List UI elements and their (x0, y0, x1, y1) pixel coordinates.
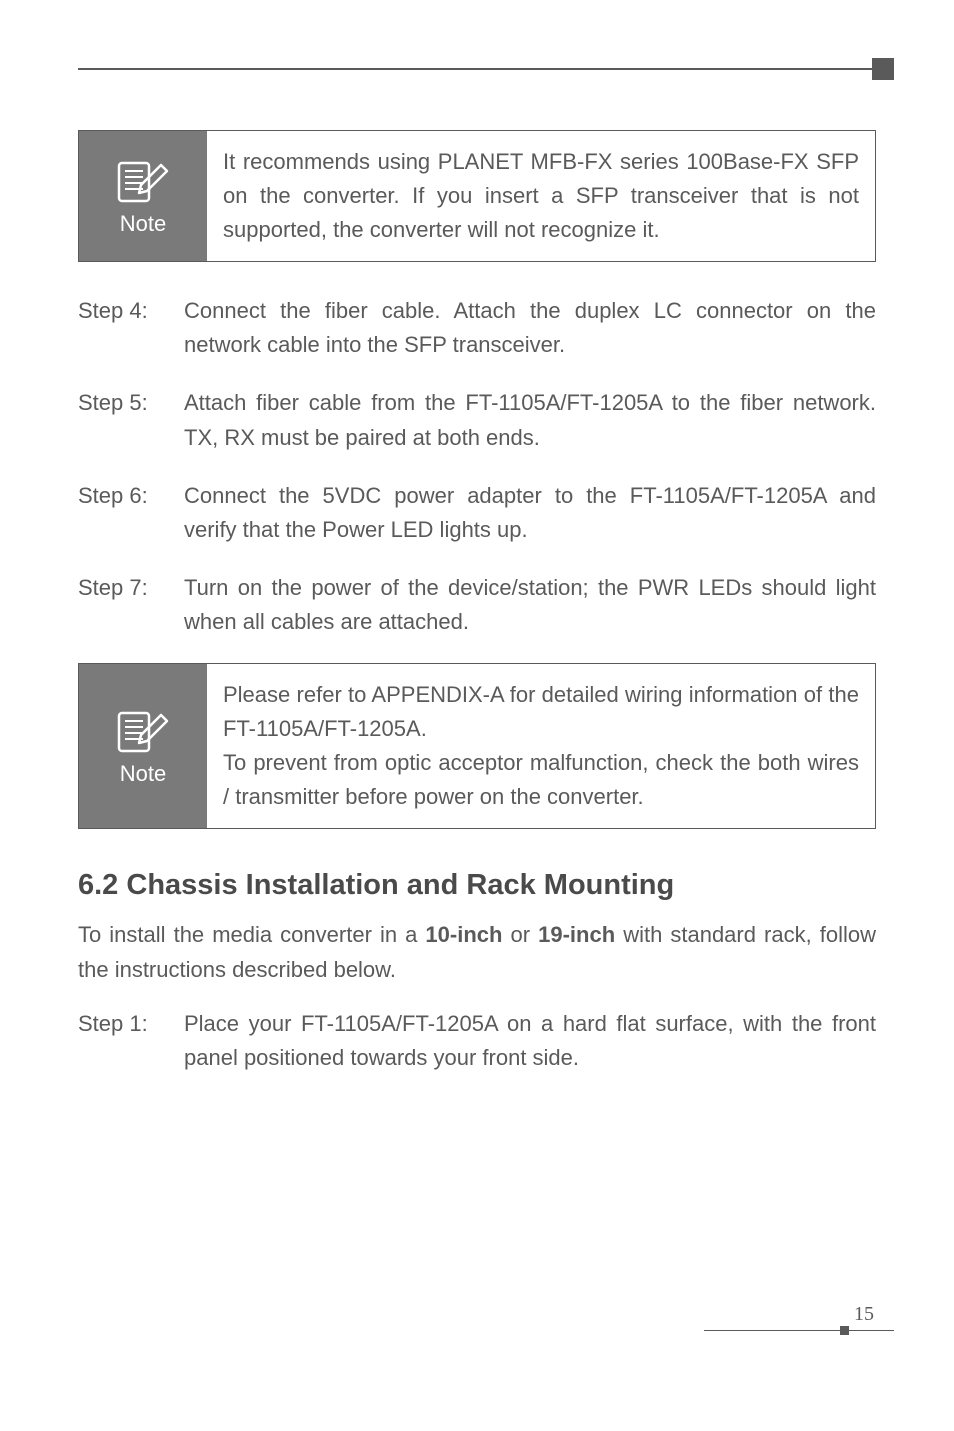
intro-bold-2: 19-inch (538, 922, 615, 947)
header-marker (872, 58, 894, 80)
step-text: Connect the 5VDC power adapter to the FT… (184, 479, 876, 547)
step-5: Step 5: Attach fiber cable from the FT-1… (78, 386, 876, 454)
note-icon (113, 705, 173, 755)
step-7: Step 7: Turn on the power of the device/… (78, 571, 876, 639)
step-text: Connect the fiber cable. Attach the dupl… (184, 294, 876, 362)
note-sidebar: Note (79, 131, 207, 261)
header-rule (78, 68, 894, 70)
note-label: Note (120, 211, 166, 237)
note-sidebar: Note (79, 664, 207, 828)
footer-marker (840, 1326, 849, 1335)
page-number: 15 (854, 1303, 874, 1326)
section-heading: 6.2 Chassis Installation and Rack Mounti… (78, 869, 876, 902)
intro-paragraph: To install the media converter in a 10-i… (78, 918, 876, 986)
step-text: Attach fiber cable from the FT-1105A/FT-… (184, 386, 876, 454)
note-text-1: It recommends using PLANET MFB-FX series… (207, 131, 875, 261)
note-box-1: Note It recommends using PLANET MFB-FX s… (78, 130, 876, 262)
intro-text: or (502, 922, 538, 947)
step-6: Step 6: Connect the 5VDC power adapter t… (78, 479, 876, 547)
step-label: Step 7: (78, 571, 184, 639)
step-label: Step 5: (78, 386, 184, 454)
footer-rule (704, 1330, 894, 1332)
step-1: Step 1: Place your FT-1105A/FT-1205A on … (78, 1007, 876, 1075)
step-4: Step 4: Connect the fiber cable. Attach … (78, 294, 876, 362)
step-label: Step 1: (78, 1007, 184, 1075)
step-label: Step 4: (78, 294, 184, 362)
note-box-2: Note Please refer to APPENDIX-A for deta… (78, 663, 876, 829)
step-label: Step 6: (78, 479, 184, 547)
step-text: Place your FT-1105A/FT-1205A on a hard f… (184, 1007, 876, 1075)
note-text-2: Please refer to APPENDIX-A for detailed … (207, 664, 875, 828)
step-text: Turn on the power of the device/station;… (184, 571, 876, 639)
page-content: Note It recommends using PLANET MFB-FX s… (78, 130, 876, 1099)
intro-bold-1: 10-inch (425, 922, 502, 947)
note-label: Note (120, 761, 166, 787)
note-icon (113, 155, 173, 205)
intro-text: To install the media converter in a (78, 922, 425, 947)
